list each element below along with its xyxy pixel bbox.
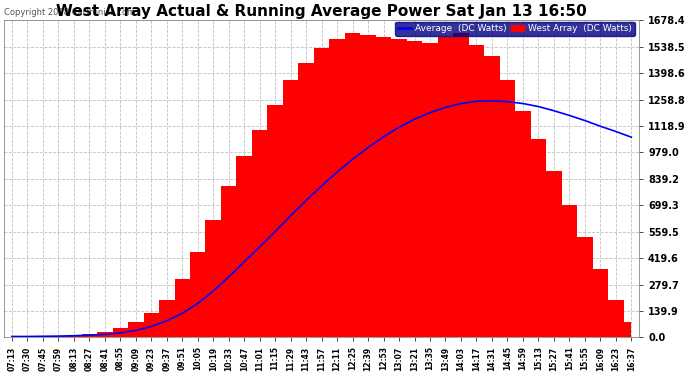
Title: West Array Actual & Running Average Power Sat Jan 13 16:50: West Array Actual & Running Average Powe…	[57, 4, 587, 19]
Text: Copyright 2018 Cartronics.com: Copyright 2018 Cartronics.com	[4, 8, 135, 17]
Legend: Average  (DC Watts), West Array  (DC Watts): Average (DC Watts), West Array (DC Watts…	[395, 22, 635, 36]
